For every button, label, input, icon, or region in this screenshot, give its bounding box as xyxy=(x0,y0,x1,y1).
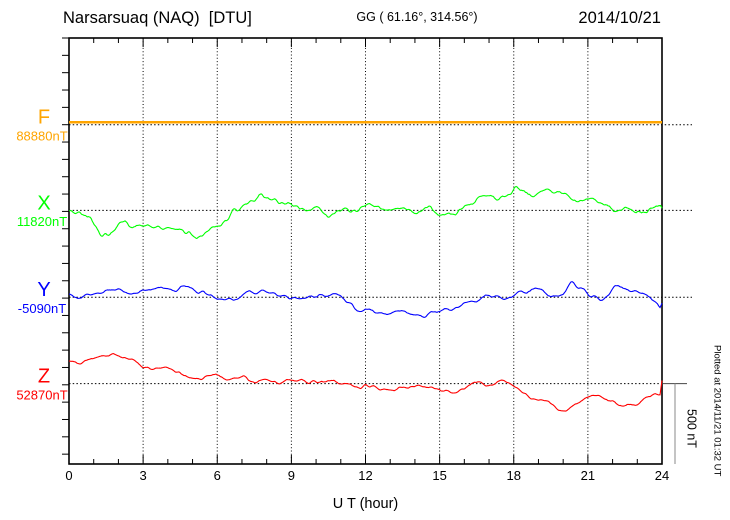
svg-text:11820nT: 11820nT xyxy=(17,214,67,229)
svg-text:88880nT: 88880nT xyxy=(16,129,67,144)
svg-text:-5090nT: -5090nT xyxy=(18,301,66,316)
svg-text:F: F xyxy=(38,107,50,129)
svg-text:9: 9 xyxy=(288,468,295,483)
svg-text:GG ( 61.16°, 314.56°): GG ( 61.16°, 314.56°) xyxy=(356,10,477,24)
svg-text:24: 24 xyxy=(655,468,669,483)
svg-text:2014/10/21: 2014/10/21 xyxy=(578,9,661,27)
svg-text:Plotted at 2014/11/21 01:32 UT: Plotted at 2014/11/21 01:32 UT xyxy=(712,345,723,477)
svg-text:12: 12 xyxy=(358,468,372,483)
svg-text:3: 3 xyxy=(140,468,147,483)
svg-text:15: 15 xyxy=(432,468,446,483)
svg-text:500 nT: 500 nT xyxy=(685,409,699,448)
svg-text:0: 0 xyxy=(65,468,72,483)
svg-text:Z: Z xyxy=(38,366,50,388)
svg-text:Y: Y xyxy=(37,279,50,301)
svg-text:6: 6 xyxy=(214,468,221,483)
svg-text:52870nT: 52870nT xyxy=(16,387,67,402)
svg-text:U T (hour): U T (hour) xyxy=(333,496,399,512)
svg-text:18: 18 xyxy=(507,468,521,483)
svg-text:21: 21 xyxy=(581,468,595,483)
svg-text:Narsarsuaq (NAQ) [DTU]: Narsarsuaq (NAQ) [DTU] xyxy=(63,9,252,27)
svg-text:X: X xyxy=(37,192,50,214)
